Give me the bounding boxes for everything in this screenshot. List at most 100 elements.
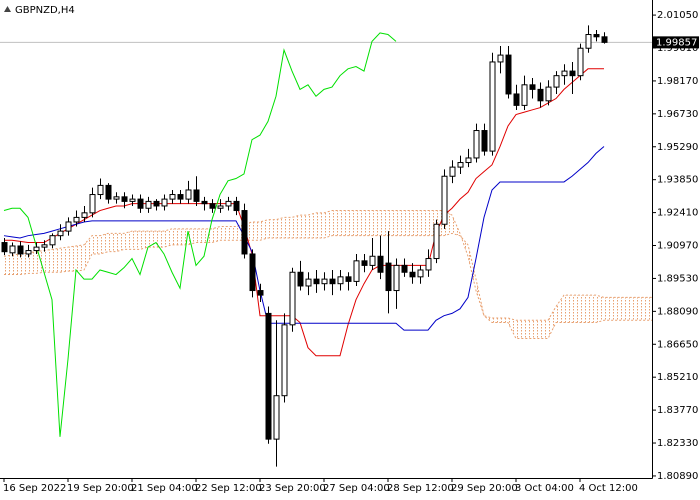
- candle-body: [457, 162, 464, 168]
- candle-body: [449, 166, 456, 177]
- y-tick-label: 1.96730: [657, 109, 698, 120]
- candle-body: [393, 264, 400, 292]
- candle-body: [401, 264, 408, 273]
- x-tick-label: 19 Sep 20:00: [67, 483, 134, 494]
- candle-body: [489, 61, 496, 152]
- candle-body: [345, 276, 352, 282]
- candle-body: [249, 253, 256, 292]
- candle-body: [89, 194, 96, 214]
- candle-body: [217, 205, 224, 209]
- candle-body: [225, 200, 232, 207]
- x-tick-label: 3 Oct 04:00: [515, 483, 574, 494]
- candle-body: [57, 230, 64, 237]
- candle-body: [377, 255, 384, 273]
- candle-body: [481, 130, 488, 152]
- candle-body: [289, 271, 296, 326]
- candle-body: [137, 198, 144, 209]
- candle-body: [73, 216, 80, 223]
- candle-body: [265, 312, 272, 440]
- y-tick-label: 1.92410: [657, 208, 698, 219]
- candle-body: [241, 210, 248, 255]
- candle-body: [545, 86, 552, 102]
- candle-body: [305, 278, 312, 287]
- candle-body: [281, 324, 288, 397]
- y-tick-label: 1.85210: [657, 372, 698, 383]
- candle-body: [329, 278, 336, 285]
- candle-body: [25, 250, 32, 255]
- candle-body: [297, 271, 304, 287]
- candle-body: [585, 34, 592, 49]
- y-tick-label: 1.80890: [657, 471, 698, 482]
- candle-body: [1, 242, 8, 253]
- candle-body: [9, 245, 16, 254]
- candle-body: [537, 88, 544, 102]
- candle-body: [257, 290, 264, 296]
- candle-body: [233, 200, 240, 212]
- candle-body: [473, 130, 480, 159]
- candle-body: [313, 278, 320, 285]
- candle-body: [505, 54, 512, 95]
- candle-body: [161, 198, 168, 207]
- candle-body: [433, 223, 440, 260]
- x-tick-label: 28 Sep 12:00: [387, 483, 454, 494]
- y-tick-label: 1.89530: [657, 273, 698, 284]
- candle-body: [465, 157, 472, 164]
- candle-body: [601, 36, 608, 43]
- candle-body: [361, 260, 368, 266]
- cloud-span: [3, 210, 652, 321]
- y-tick-label: 1.83770: [657, 405, 698, 416]
- candle-body: [593, 34, 600, 38]
- candle-body: [17, 245, 24, 255]
- candle-body: [185, 189, 192, 200]
- x-tick-label: 16 Sep 2022: [3, 483, 66, 494]
- candle-body: [321, 278, 328, 285]
- y-tick-label: 1.86650: [657, 339, 698, 350]
- current-price-box: [653, 36, 699, 49]
- candle-body: [561, 70, 568, 77]
- candle-body: [65, 221, 72, 232]
- candle-body: [97, 184, 104, 196]
- x-tick-label: 21 Sep 04:00: [131, 483, 198, 494]
- candle-body: [569, 70, 576, 77]
- indicator-line: [3, 146, 605, 331]
- cloud-span: [4, 232, 652, 340]
- candle-body: [105, 184, 112, 200]
- candle-body: [369, 255, 376, 266]
- x-tick-label: 23 Sep 20:00: [259, 483, 326, 494]
- indicator-line: [4, 68, 604, 357]
- y-tick-label: 1.98170: [657, 76, 698, 87]
- candle-body: [513, 93, 520, 106]
- candle-body: [521, 84, 528, 106]
- cloud-fill: [4, 210, 652, 339]
- candle-body: [169, 194, 176, 200]
- candle-body: [113, 196, 120, 200]
- y-tick-label: 1.82330: [657, 438, 698, 449]
- candle-body: [409, 271, 416, 278]
- candle-body: [337, 276, 344, 285]
- candle-body: [577, 47, 584, 77]
- chart-title: GBPNZD,H4: [15, 5, 75, 16]
- plot-area: [0, 25, 652, 467]
- candle-body: [193, 189, 200, 202]
- candle-body: [49, 235, 56, 246]
- y-tick-label: 1.93850: [657, 175, 698, 186]
- y-tick-label: 1.90970: [657, 241, 698, 252]
- candle-body: [33, 246, 40, 252]
- candle-body: [273, 395, 280, 440]
- candle-body: [145, 200, 152, 209]
- x-tick-label: 22 Sep 12:00: [195, 483, 262, 494]
- candle-body: [425, 258, 432, 271]
- candle-body: [417, 269, 424, 278]
- candle-body: [201, 200, 208, 205]
- candle-body: [81, 212, 88, 218]
- y-tick-label: 1.88090: [657, 306, 698, 317]
- x-tick-label: 29 Sep 20:00: [451, 483, 518, 494]
- x-tick-label: 27 Sep 04:00: [323, 483, 390, 494]
- symbol-icon: [4, 6, 11, 12]
- candle-body: [529, 84, 536, 90]
- current-price-label: 1.99857: [656, 37, 697, 48]
- candle-body: [177, 194, 184, 200]
- candle-body: [153, 200, 160, 207]
- y-tick-label: 1.95290: [657, 142, 698, 153]
- candle-body: [441, 175, 448, 225]
